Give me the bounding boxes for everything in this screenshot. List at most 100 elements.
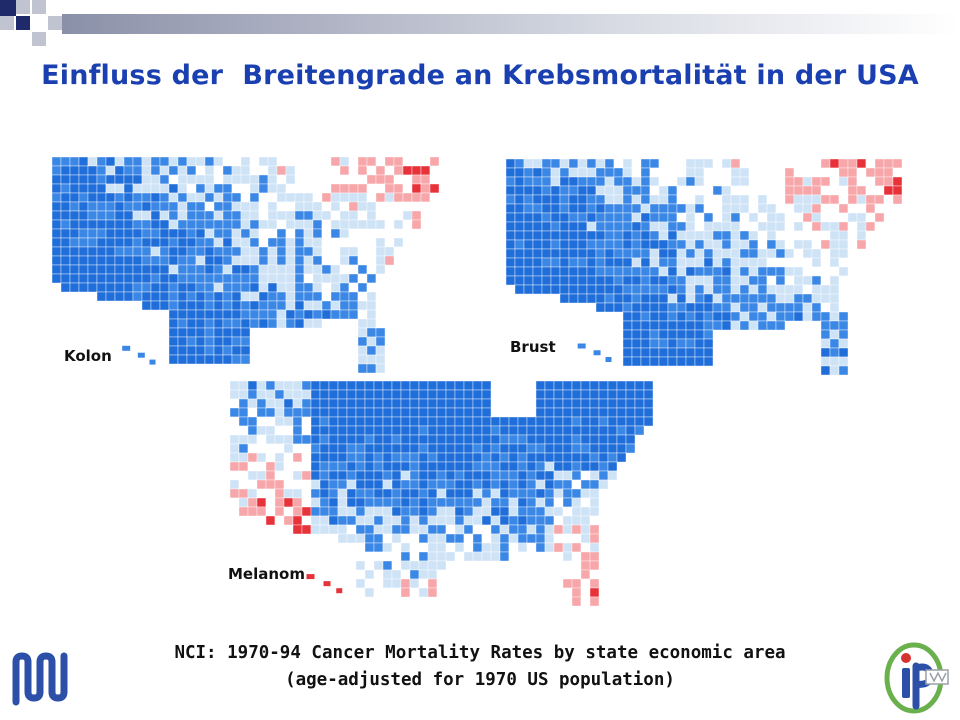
map-area-cell	[249, 273, 260, 284]
map-area-cell	[247, 479, 258, 490]
map-area-cell	[339, 219, 350, 230]
map-area-cell	[195, 255, 206, 266]
map-area-cell	[865, 230, 876, 241]
map-area-cell	[784, 221, 795, 232]
map-area-cell	[258, 156, 269, 167]
map-area-cell	[114, 174, 125, 185]
map-area-cell	[607, 380, 618, 391]
map-area-cell	[847, 248, 858, 259]
map-area-cell	[589, 497, 600, 508]
map-area-cell	[508, 434, 519, 445]
map-area-cell	[418, 497, 429, 508]
map-area-cell	[276, 255, 287, 266]
map-area-cell	[346, 452, 357, 463]
map-area-cell	[330, 201, 341, 212]
map-area-cell	[820, 266, 831, 277]
map-area-cell	[532, 284, 543, 295]
map-area-cell	[364, 488, 375, 499]
map-area-cell	[472, 380, 483, 391]
map-area-cell	[856, 194, 867, 205]
map-area-cell	[375, 327, 386, 338]
map-area-cell	[580, 407, 591, 418]
map-area-cell	[739, 203, 750, 214]
map-area-cell	[346, 407, 357, 418]
map-area-cell	[409, 389, 420, 400]
map-area-cell	[375, 192, 386, 203]
map-area-cell	[580, 479, 591, 490]
map-area-cell	[357, 336, 368, 347]
map-area-cell	[222, 318, 233, 329]
map-area-cell	[321, 291, 332, 302]
map-area-cell	[586, 203, 597, 214]
map-area-cell	[301, 443, 312, 454]
map-area-cell	[598, 470, 609, 481]
map-area-cell	[429, 174, 440, 185]
map-area-cell	[766, 239, 777, 250]
map-area-cell	[676, 347, 687, 358]
map-area-cell	[222, 282, 233, 293]
map-area-cell	[141, 219, 152, 230]
map-area-cell	[748, 293, 759, 304]
map-area-cell	[391, 497, 402, 508]
map-area-cell	[310, 380, 321, 391]
map-area-cell	[544, 461, 555, 472]
map-area-cell	[274, 497, 285, 508]
map-area-cell	[829, 266, 840, 277]
map-area-cell	[757, 230, 768, 241]
map-area-cell	[213, 174, 224, 185]
map-area-cell	[703, 320, 714, 331]
map-area-cell	[640, 275, 651, 286]
map-area-cell	[195, 246, 206, 257]
map-area-cell	[357, 237, 368, 248]
map-area-cell	[874, 158, 885, 169]
map-area-cell	[739, 194, 750, 205]
map-area-cell	[132, 246, 143, 257]
map-area-cell	[382, 461, 393, 472]
map-area-cell	[694, 284, 705, 295]
map-area-cell	[96, 156, 107, 167]
map-area-cell	[330, 264, 341, 275]
map-area-cell	[874, 212, 885, 223]
map-area-cell	[739, 257, 750, 268]
map-area-cell	[355, 461, 366, 472]
map-area-cell	[703, 347, 714, 358]
map-area-cell	[892, 185, 903, 196]
map-area-cell	[256, 461, 267, 472]
map-area-cell	[541, 275, 552, 286]
map-area-cell	[685, 221, 696, 232]
map-area-cell	[418, 524, 429, 535]
map-area-cell	[622, 347, 633, 358]
map-area-cell	[532, 257, 543, 268]
map-area-cell	[276, 246, 287, 257]
map-area-cell	[177, 264, 188, 275]
map-area-cell	[310, 488, 321, 499]
map-area-cell	[739, 230, 750, 241]
map-area-cell	[577, 203, 588, 214]
map-area-cell	[874, 221, 885, 232]
map-area-cell	[598, 380, 609, 391]
map-area-cell	[463, 380, 474, 391]
map-area-cell	[514, 176, 525, 187]
map-area-cell	[730, 167, 741, 178]
map-area-cell	[589, 479, 600, 490]
map-area-cell	[589, 488, 600, 499]
map-area-cell	[168, 300, 179, 311]
map-area-cell	[631, 239, 642, 250]
map-area-cell	[526, 497, 537, 508]
map-area-cell	[562, 497, 573, 508]
map-area-cell	[301, 389, 312, 400]
map-area-cell	[829, 257, 840, 268]
map-area-cell	[506, 230, 516, 241]
map-area-cell	[685, 338, 696, 349]
map-area-cell	[829, 230, 840, 241]
map-area-cell	[586, 221, 597, 232]
map-area-cell	[562, 380, 573, 391]
map-area-cell	[604, 212, 615, 223]
map-area-cell	[649, 293, 660, 304]
map-area-cell	[292, 515, 303, 526]
map-area-cell	[364, 416, 375, 427]
map-area-cell	[402, 219, 413, 230]
map-area-cell	[506, 203, 516, 214]
map-area-cell	[409, 578, 420, 589]
map-area-cell	[577, 158, 588, 169]
